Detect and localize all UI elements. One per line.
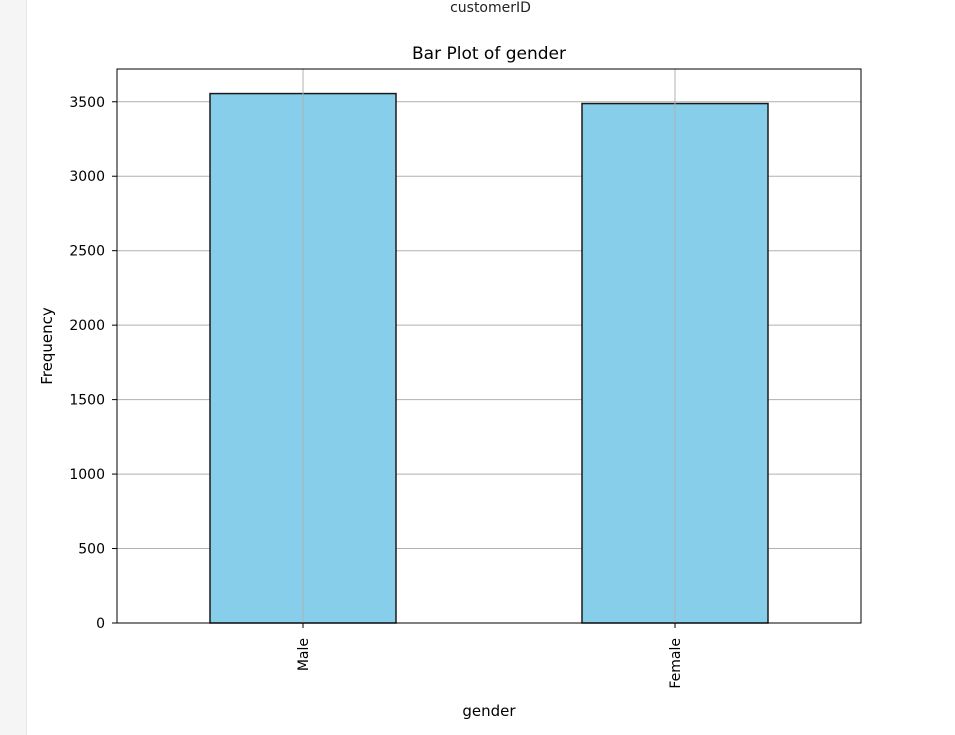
x-axis-label: gender bbox=[462, 702, 516, 720]
bar-layer bbox=[209, 92, 769, 624]
y-tick-label: 3000 bbox=[69, 169, 105, 185]
vertical-grid-layer bbox=[302, 69, 676, 623]
y-tick-label: 500 bbox=[78, 542, 105, 558]
y-tick-label: 3500 bbox=[69, 95, 105, 111]
cell-output-label: customerID bbox=[450, 0, 531, 16]
y-axis-label: Frequency bbox=[38, 307, 56, 385]
chart-title: Bar Plot of gender bbox=[412, 44, 566, 64]
x-tick-label: Female bbox=[668, 638, 684, 689]
y-tick-label: 2500 bbox=[69, 244, 105, 260]
y-tick-layer: 0 500 1000 1500 2000 2500 3000 3500 bbox=[69, 95, 117, 632]
x-tick-layer: Male Female bbox=[296, 623, 684, 689]
y-tick-label: 0 bbox=[96, 616, 105, 632]
y-tick-label: 1000 bbox=[69, 467, 105, 483]
y-tick-label: 1500 bbox=[69, 393, 105, 409]
notebook-gutter bbox=[0, 0, 27, 735]
plot-frame bbox=[116, 68, 862, 624]
y-tick-label: 2000 bbox=[69, 318, 105, 334]
x-tick-label: Male bbox=[296, 638, 312, 671]
